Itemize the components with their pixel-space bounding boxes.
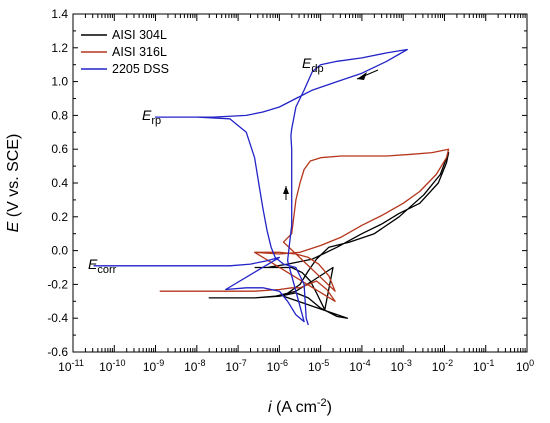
series-line-aisi-304l <box>208 151 450 319</box>
x-tick-label: 10-1 <box>473 358 494 374</box>
x-tick-exponent: 0 <box>529 358 534 368</box>
x-tick-exponent: -5 <box>321 358 329 368</box>
x-tick-base: 10 <box>390 360 404 374</box>
legend-label: AISI 304L <box>112 28 167 42</box>
y-tick-label: 1.0 <box>51 75 68 89</box>
y-tick-label: 0.8 <box>51 108 68 122</box>
x-tick-label: 10-3 <box>390 358 411 374</box>
annotation-label: Erp <box>142 107 161 127</box>
x-tick-exponent: -4 <box>363 358 371 368</box>
legend-label: AISI 316L <box>112 45 167 59</box>
x-axis-unit-close: ) <box>327 399 332 416</box>
y-tick-label: -0.2 <box>47 277 68 291</box>
x-tick-base: 10 <box>516 360 530 374</box>
x-tick-exponent: -9 <box>156 358 164 368</box>
series-line-2205-dss <box>93 48 408 326</box>
x-tick-label: 100 <box>516 358 534 374</box>
annotation-symbol: E <box>142 107 152 123</box>
x-tick-exponent: -7 <box>239 358 247 368</box>
x-tick-base: 10 <box>58 360 72 374</box>
x-tick-label: 10-7 <box>225 358 246 374</box>
y-axis-unit: (V vs. SCE) <box>5 134 22 218</box>
annotation-label: Ecorr <box>88 256 117 276</box>
x-axis-title: i (A cm-2) <box>268 397 332 416</box>
x-tick-label: 10-2 <box>432 358 453 374</box>
y-tick-label: 0.0 <box>51 244 68 258</box>
x-tick-exponent: -10 <box>112 358 125 368</box>
x-tick-base: 10 <box>143 360 157 374</box>
annotation-subscript: rp <box>151 115 161 127</box>
x-axis-unit-exponent: -2 <box>317 397 327 409</box>
x-axis-symbol: i <box>268 399 272 416</box>
x-tick-base: 10 <box>267 360 281 374</box>
x-tick-exponent: -2 <box>445 358 453 368</box>
x-tick-exponent: -8 <box>197 358 205 368</box>
scan-direction-arrows <box>283 69 379 200</box>
y-tick-label: 1.2 <box>51 41 68 55</box>
x-tick-exponent: -11 <box>72 358 84 368</box>
x-tick-exponent: -3 <box>404 358 412 368</box>
y-tick-label: 0.4 <box>51 176 68 190</box>
x-tick-base: 10 <box>349 360 363 374</box>
x-tick-label: 10-9 <box>143 358 164 374</box>
x-tick-label: 10-11 <box>58 358 84 374</box>
annotation-symbol: E <box>88 256 98 272</box>
x-tick-label: 10-10 <box>99 358 125 374</box>
x-tick-base: 10 <box>184 360 198 374</box>
annotation-subscript: corr <box>97 264 116 276</box>
x-tick-label: 10-8 <box>184 358 205 374</box>
x-tick-base: 10 <box>225 360 239 374</box>
x-tick-base: 10 <box>99 360 113 374</box>
annotation-subscript: dp <box>311 63 323 75</box>
x-tick-exponent: -1 <box>486 358 494 368</box>
x-tick-base: 10 <box>473 360 487 374</box>
x-tick-base: 10 <box>308 360 322 374</box>
series-line-aisi-316l <box>159 148 450 302</box>
x-tick-label: 10-6 <box>267 358 288 374</box>
x-tick-label: 10-4 <box>349 358 370 374</box>
legend: AISI 304L AISI 316L 2205 DSS <box>81 28 169 76</box>
arrow-shaft <box>356 69 379 80</box>
legend-label: 2205 DSS <box>112 62 169 76</box>
y-tick-label: -0.6 <box>47 345 68 359</box>
series-layer <box>93 48 450 326</box>
x-tick-label: 10-5 <box>308 358 329 374</box>
y-axis-symbol: E <box>5 221 22 232</box>
annotation-label: Edp <box>302 55 324 75</box>
x-tick-exponent: -6 <box>280 358 288 368</box>
annotation-symbol: E <box>302 55 312 71</box>
x-tick-base: 10 <box>432 360 446 374</box>
y-tick-label: 0.6 <box>51 142 68 156</box>
y-tick-label: 1.4 <box>51 7 68 21</box>
y-tick-label: 0.2 <box>51 210 68 224</box>
y-tick-label: -0.4 <box>47 311 68 325</box>
x-axis-unit: (A cm <box>276 399 317 416</box>
y-axis-title: E (V vs. SCE) <box>5 134 22 233</box>
